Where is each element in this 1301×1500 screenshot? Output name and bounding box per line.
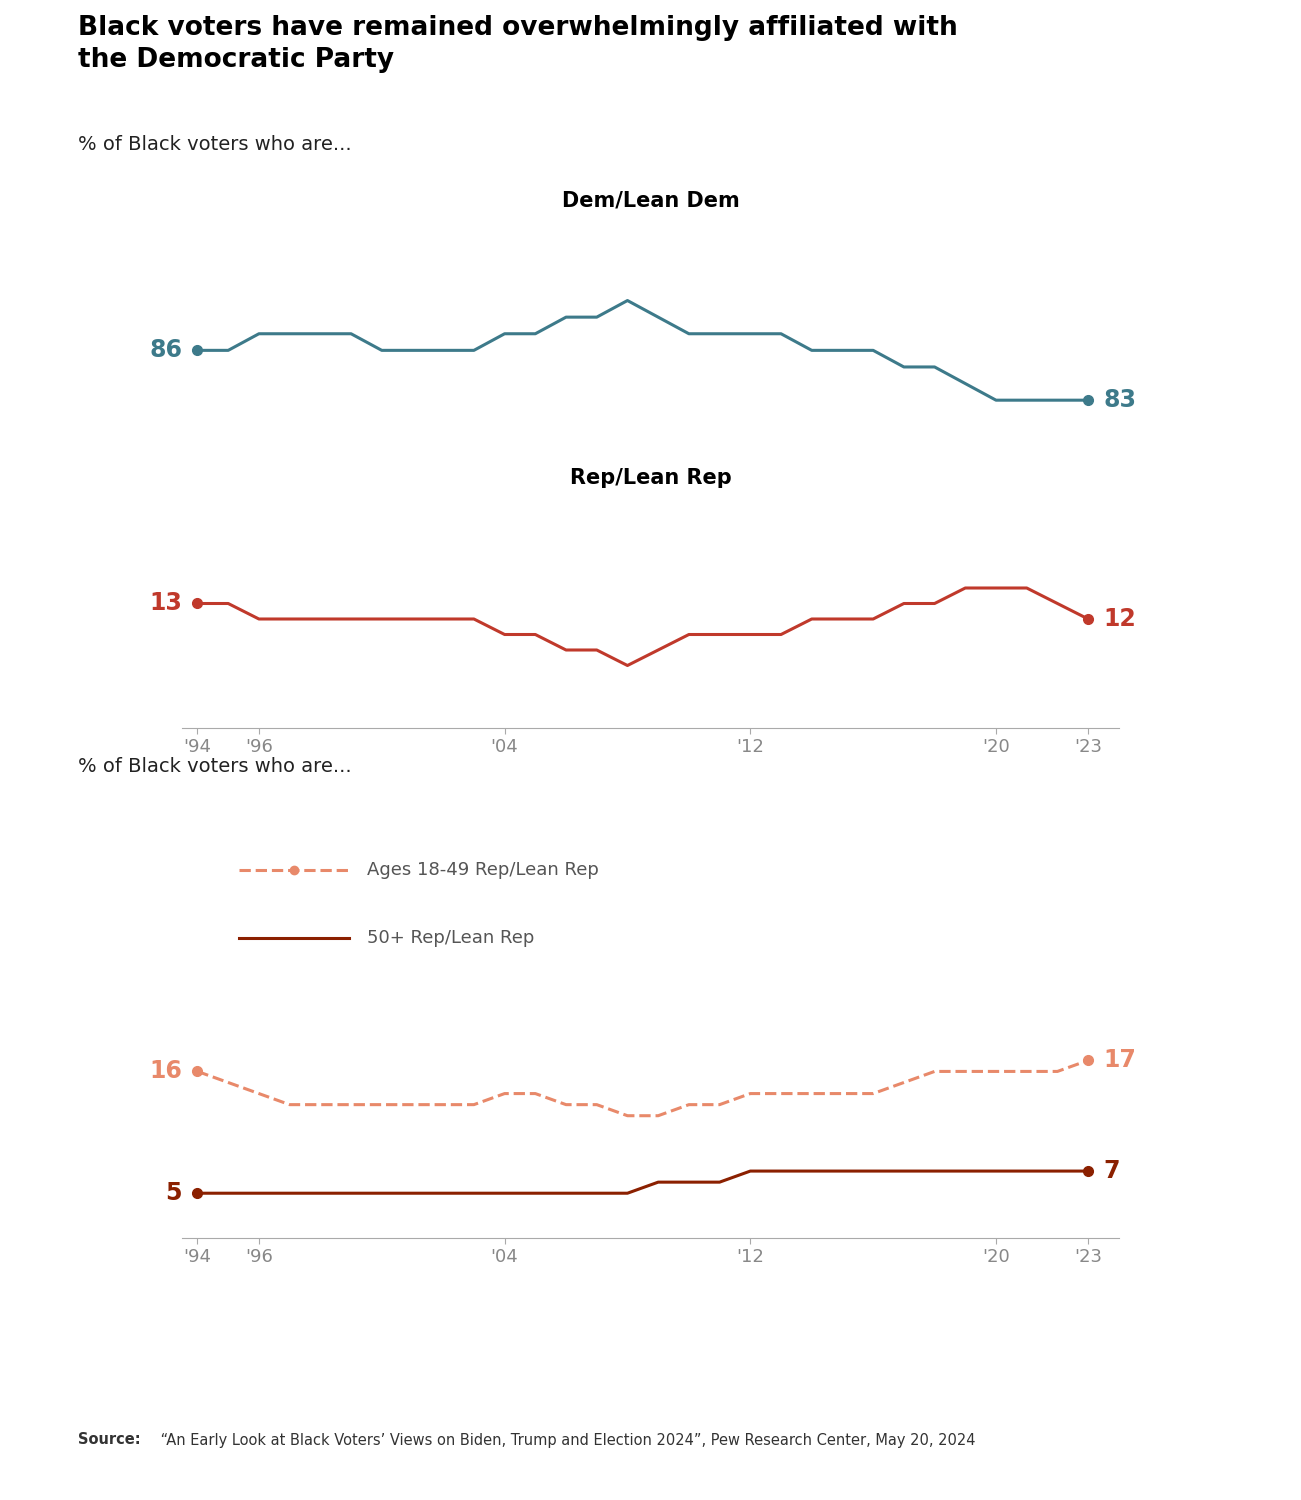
Text: 50+ Rep/Lean Rep: 50+ Rep/Lean Rep [367, 928, 535, 946]
Text: 12: 12 [1103, 608, 1136, 631]
Title: Dem/Lean Dem: Dem/Lean Dem [562, 190, 739, 210]
Title: Rep/Lean Rep: Rep/Lean Rep [570, 468, 731, 488]
Text: 5: 5 [165, 1180, 182, 1204]
Text: Ages 18-49 Rep/Lean Rep: Ages 18-49 Rep/Lean Rep [367, 861, 598, 879]
Text: 83: 83 [1103, 388, 1137, 412]
Text: 7: 7 [1103, 1160, 1120, 1184]
Text: “An Early Look at Black Voters’ Views on Biden, Trump and Election 2024”, Pew Re: “An Early Look at Black Voters’ Views on… [156, 1432, 976, 1448]
Text: 86: 86 [150, 339, 182, 363]
Text: 17: 17 [1103, 1048, 1136, 1072]
Text: Source:: Source: [78, 1432, 141, 1448]
Text: % of Black voters who are...: % of Black voters who are... [78, 758, 351, 777]
Text: 16: 16 [150, 1059, 182, 1083]
Text: % of Black voters who are...: % of Black voters who are... [78, 135, 351, 154]
Text: Black voters have remained overwhelmingly affiliated with
the Democratic Party: Black voters have remained overwhelmingl… [78, 15, 958, 74]
Text: 13: 13 [150, 591, 182, 615]
